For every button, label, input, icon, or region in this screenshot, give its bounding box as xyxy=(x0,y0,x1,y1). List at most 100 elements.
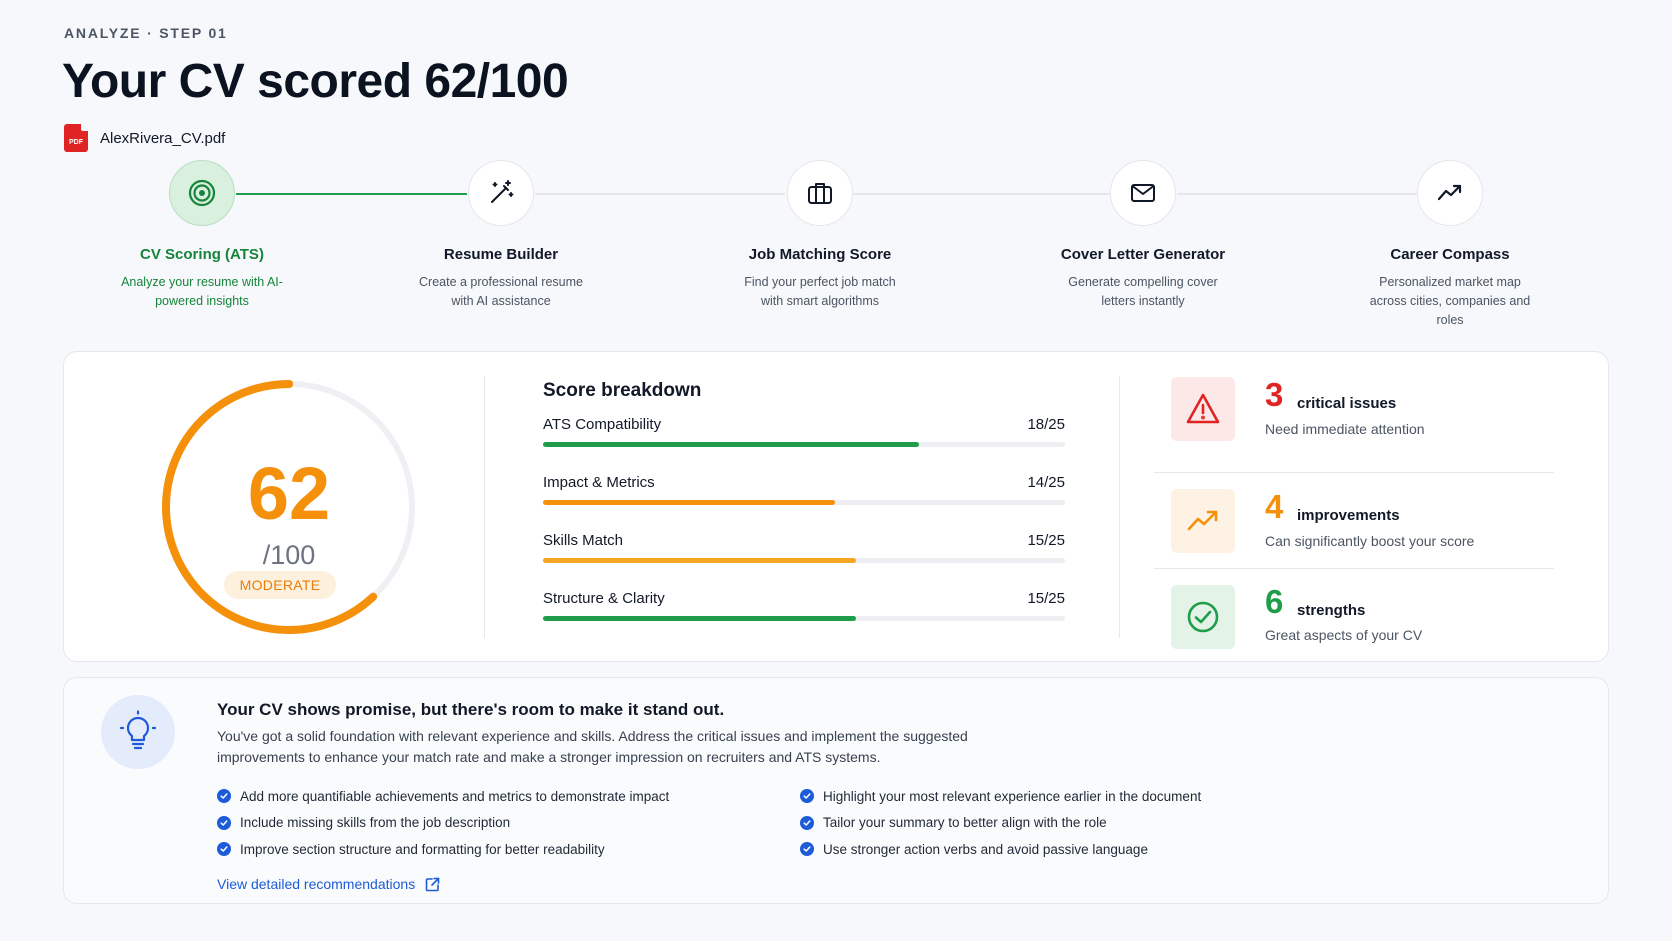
advice-card: Your CV shows promise, but there's room … xyxy=(63,677,1609,904)
progress-track xyxy=(543,558,1065,563)
stat-subtext: Can significantly boost your score xyxy=(1265,533,1475,549)
warning-icon xyxy=(1186,393,1220,424)
progress-fill xyxy=(543,616,857,621)
stat-critical-issues[interactable]: 3 critical issues Need immediate attenti… xyxy=(1154,376,1554,472)
stat-strengths[interactable]: 6 strengths Great aspects of your CV xyxy=(1154,568,1554,664)
list-item: Include missing skills from the job desc… xyxy=(217,810,669,837)
check-icon xyxy=(800,789,814,804)
page-eyebrow: ANALYZE · STEP 01 xyxy=(64,25,228,41)
step-title: Career Compass xyxy=(1390,246,1510,263)
list-item: Tailor your summary to better align with… xyxy=(800,810,1201,837)
recommendation-list-right: Highlight your most relevant experience … xyxy=(800,783,1201,863)
step-title: Job Matching Score xyxy=(748,246,892,263)
divider xyxy=(484,376,485,638)
progress-fill xyxy=(543,558,857,563)
step-desc: Personalized market map across cities, c… xyxy=(1369,275,1531,327)
lightbulb-icon-badge xyxy=(101,695,175,769)
progress-track xyxy=(543,442,1065,447)
stat-subtext: Need immediate attention xyxy=(1265,421,1425,437)
issue-summary: 3 critical issues Need immediate attenti… xyxy=(1154,376,1554,664)
breakdown-label: Impact & Metrics xyxy=(543,474,655,491)
list-item: Improve section structure and formatting… xyxy=(217,836,669,863)
progress-fill xyxy=(543,500,836,505)
recommendation-text: Highlight your most relevant experience … xyxy=(823,788,1202,804)
stat-label: strengths xyxy=(1297,602,1366,619)
advice-body: You've got a solid foundation with relev… xyxy=(217,728,968,765)
file-info[interactable]: PDF AlexRivera_CV.pdf xyxy=(64,124,225,152)
step-desc: Find your perfect job match with smart a… xyxy=(744,275,896,308)
divider xyxy=(1119,376,1120,638)
list-item: Use stronger action verbs and avoid pass… xyxy=(800,836,1201,863)
step-resume-builder[interactable]: Resume Builder Create a professional res… xyxy=(391,160,611,311)
check-icon xyxy=(800,842,814,857)
score-breakdown: Score breakdown ATS Compatibility 18/25 … xyxy=(543,380,1065,648)
external-link-icon xyxy=(425,877,440,891)
stat-icon-box xyxy=(1171,377,1235,441)
view-recommendations-link[interactable]: View detailed recommendations xyxy=(217,876,440,892)
progress-track xyxy=(543,500,1065,505)
breakdown-row: Skills Match 15/25 xyxy=(543,532,1065,590)
step-connector xyxy=(535,193,785,195)
step-cover-letter[interactable]: Cover Letter Generator Generate compelli… xyxy=(1033,160,1253,311)
step-circle xyxy=(1110,160,1176,226)
step-career-compass[interactable]: Career Compass Personalized market map a… xyxy=(1340,160,1560,330)
step-circle xyxy=(1417,160,1483,226)
breakdown-label: ATS Compatibility xyxy=(543,416,662,433)
breakdown-value: 18/25 xyxy=(1027,416,1065,433)
step-title: CV Scoring (ATS) xyxy=(140,246,264,263)
breakdown-label: Skills Match xyxy=(543,532,624,549)
stat-label: improvements xyxy=(1297,507,1400,524)
recommendation-text: Tailor your summary to better align with… xyxy=(823,815,1107,831)
score-rating-badge: MODERATE xyxy=(224,571,336,599)
recommendation-text: Add more quantifiable achievements and m… xyxy=(240,788,670,804)
progress-fill xyxy=(543,442,919,447)
list-item: Highlight your most relevant experience … xyxy=(800,783,1201,810)
check-icon xyxy=(217,815,231,830)
breakdown-value: 14/25 xyxy=(1027,474,1065,491)
step-connector xyxy=(1177,193,1417,195)
step-circle xyxy=(468,160,534,226)
step-connector xyxy=(853,193,1110,195)
stat-improvements[interactable]: 4 improvements Can significantly boost y… xyxy=(1154,472,1554,568)
breakdown-row: Structure & Clarity 15/25 xyxy=(543,590,1065,648)
step-job-matching[interactable]: Job Matching Score Find your perfect job… xyxy=(710,160,930,311)
breakdown-label: Structure & Clarity xyxy=(543,590,665,607)
link-label: View detailed recommendations xyxy=(217,876,416,892)
breakdown-value: 15/25 xyxy=(1027,590,1065,607)
step-desc: Create a professional resume with AI ass… xyxy=(419,275,583,308)
step-desc: Analyze your resume with AI-powered insi… xyxy=(121,275,283,308)
score-value: 62 xyxy=(247,452,331,535)
stat-count: 4 xyxy=(1265,488,1284,525)
check-icon xyxy=(217,789,231,804)
score-card: 62 /100 MODERATE Score breakdown ATS Com… xyxy=(63,351,1609,662)
step-connector xyxy=(236,193,467,195)
briefcase-icon xyxy=(808,183,832,204)
breakdown-row: ATS Compatibility 18/25 xyxy=(543,416,1065,474)
check-icon xyxy=(217,842,231,857)
check-icon xyxy=(800,815,814,830)
file-name: AlexRivera_CV.pdf xyxy=(100,129,226,147)
step-cv-scoring[interactable]: CV Scoring (ATS) Analyze your resume wit… xyxy=(92,160,312,311)
list-item: Add more quantifiable achievements and m… xyxy=(217,783,669,810)
gauge-ring xyxy=(162,380,416,634)
step-title: Cover Letter Generator xyxy=(1060,246,1226,263)
breakdown-title: Score breakdown xyxy=(543,380,702,401)
step-title: Resume Builder xyxy=(443,246,559,263)
stat-count: 3 xyxy=(1265,376,1284,413)
gauge-arc xyxy=(162,380,416,634)
step-desc: Generate compelling cover letters instan… xyxy=(1068,275,1218,308)
page-title: Your CV scored 62/100 xyxy=(62,55,569,108)
stat-label: critical issues xyxy=(1297,395,1397,412)
magic-wand-icon xyxy=(491,180,514,203)
recommendation-text: Improve section structure and formatting… xyxy=(240,841,605,857)
target-icon xyxy=(188,179,216,207)
envelope-icon xyxy=(1131,184,1155,202)
breakdown-value: 15/25 xyxy=(1027,532,1065,549)
stat-subtext: Great aspects of your CV xyxy=(1265,627,1423,643)
score-gauge: 62 /100 xyxy=(154,372,424,642)
stat-count: 6 xyxy=(1265,583,1284,620)
step-progress: CV Scoring (ATS) Analyze your resume wit… xyxy=(0,160,1672,330)
check-circle-icon xyxy=(1187,601,1219,633)
breakdown-row: Impact & Metrics 14/25 xyxy=(543,474,1065,532)
step-circle xyxy=(169,160,235,226)
